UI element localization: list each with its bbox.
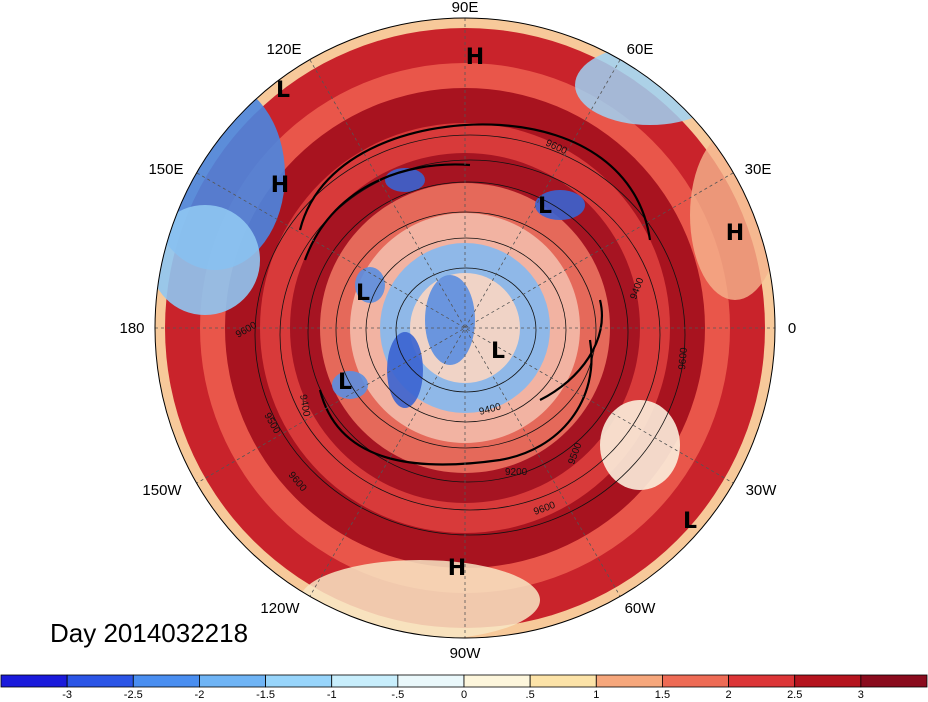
lon-150w: 150W (142, 482, 182, 499)
colorbar-swatch (463, 674, 531, 688)
high-center-90w: H (448, 556, 466, 581)
colorbar-tick-label: .5 (526, 689, 535, 701)
colorbar-swatch (860, 674, 928, 688)
colorbar-tick-label: 1.5 (655, 689, 670, 701)
low-center-120e: L (276, 78, 290, 103)
low-center-30w: L (683, 509, 697, 534)
lon-0: 0 (788, 320, 796, 337)
contour-label: 9200 (505, 467, 528, 478)
colorbar-tick-label: 0 (461, 689, 467, 701)
colorbar-tick-label: 2.5 (787, 689, 802, 701)
colorbar-swatch (662, 674, 729, 688)
colorbar-swatch (595, 674, 663, 688)
lon-60w: 60W (625, 600, 657, 617)
low-center-pole-west: L (356, 281, 370, 306)
lon-180: 180 (119, 320, 144, 337)
colorbar-tick-label: -1 (327, 689, 337, 701)
colorbar-swatch (265, 674, 333, 688)
colorbar-tick-label: -3 (62, 689, 72, 701)
lon-30w: 30W (746, 482, 778, 499)
lon-90w: 90W (450, 645, 482, 662)
colorbar-swatch (397, 674, 465, 688)
colorbar-swatch (728, 674, 796, 688)
low-center-pole: L (491, 339, 505, 364)
colorbar-tick-label: -2.5 (124, 689, 143, 701)
graticule (155, 18, 775, 638)
jet-contours (298, 123, 652, 466)
colorbar-swatch (331, 674, 399, 688)
lon-120e: 120E (266, 41, 301, 58)
colorbar-swatch (0, 674, 68, 688)
pressure-centers: H L H L H L L L H L (271, 45, 744, 581)
longitude-labels: 90E 60E 120E 30E 150E 180 0 150W 30W 120… (119, 0, 796, 662)
colorbar: -3 -2.5 -2 -1.5 -1 -.5 0 .5 1 1.5 2 2.5 3 (0, 674, 928, 701)
plot-title: Day 2014032218 (50, 618, 249, 648)
colorbar-tick-label: -.5 (391, 689, 404, 701)
colorbar-swatch (199, 674, 266, 688)
lon-30e: 30E (745, 161, 772, 178)
colorbar-swatch (529, 674, 597, 688)
lon-150e: 150E (148, 161, 183, 178)
colorbar-tick-label: -1.5 (256, 689, 275, 701)
colorbar-tick-label: 3 (858, 689, 864, 701)
colorbar-swatch (132, 674, 200, 688)
colorbar-tick-label: -2 (195, 689, 205, 701)
contour-label: 9600 (677, 347, 690, 371)
colorbar-swatch (794, 674, 862, 688)
colorbar-tick-label: 2 (726, 689, 732, 701)
low-center-60e: L (538, 194, 552, 219)
colorbar-tick-label: 1 (593, 689, 599, 701)
lon-60e: 60E (627, 41, 654, 58)
map-boundary (154, 17, 776, 639)
height-contours (254, 134, 686, 536)
colorbar-swatch (66, 674, 134, 688)
lon-90e: 90E (452, 0, 479, 16)
high-center-90e: H (466, 45, 484, 70)
contour-label: 9400 (297, 394, 312, 418)
low-center-150w: L (338, 370, 352, 395)
high-center-30e: H (726, 221, 744, 246)
high-center-150e: H (271, 173, 289, 198)
lon-120w: 120W (260, 600, 300, 617)
